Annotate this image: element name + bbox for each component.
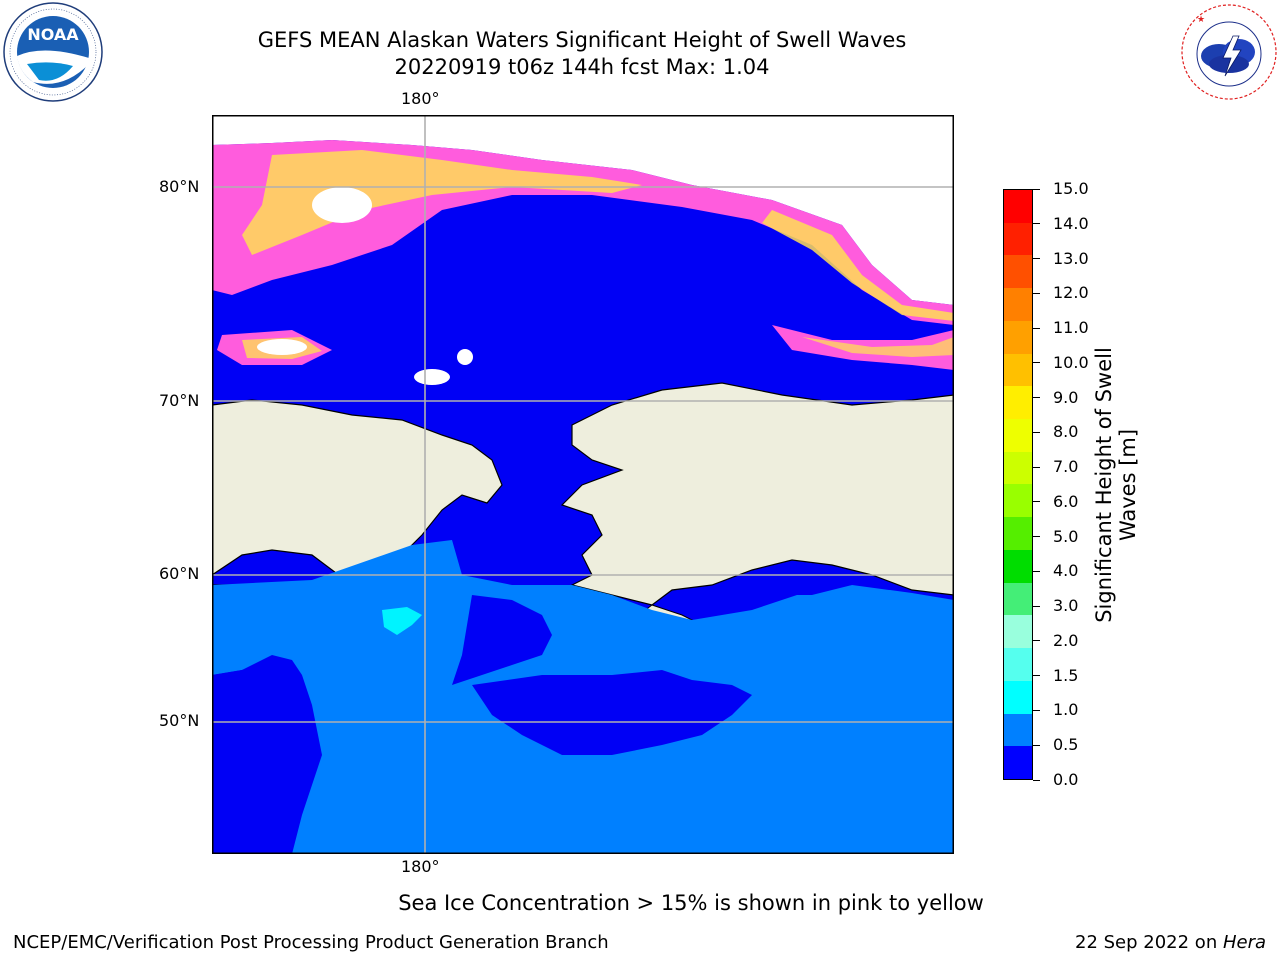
colorbar-tick-mark [1033, 223, 1040, 225]
colorbar-segment [1004, 582, 1032, 616]
plot-title: GEFS MEAN Alaskan Waters Significant Hei… [257, 28, 907, 52]
colorbar-segment [1004, 746, 1032, 779]
colorbar-tick-label: 9.0 [1053, 387, 1079, 407]
colorbar-tick-label: 1.0 [1053, 700, 1079, 720]
colorbar-tick-label: 15.0 [1053, 179, 1089, 198]
colorbar-tick-label: 2.0 [1053, 630, 1079, 650]
colorbar-tick-mark [1033, 536, 1040, 538]
colorbar-segment [1004, 222, 1032, 256]
colorbar-segment [1004, 451, 1032, 485]
footer-branch: NCEP/EMC/Verification Post Processing Pr… [13, 932, 609, 953]
colorbar-tick-mark [1033, 605, 1040, 607]
lat-label-70: 70°N [159, 391, 200, 410]
colorbar-tick-label: 0.0 [1053, 770, 1079, 789]
colorbar-tick-label: 8.0 [1053, 422, 1079, 442]
footer-date: 22 Sep 2022 on Hera [1075, 932, 1266, 953]
colorbar-segment [1004, 517, 1032, 550]
colorbar-tick-mark [1033, 431, 1040, 433]
colorbar-tick-label: 1.5 [1053, 665, 1079, 685]
swell-max-patch [382, 607, 422, 635]
colorbar-tick-label: 10.0 [1053, 352, 1089, 372]
graticule [212, 115, 954, 854]
sea-ice-caption: Sea Ice Concentration > 15% is shown in … [398, 891, 984, 915]
colorbar-tick-label: 5.0 [1053, 526, 1079, 546]
colorbar-segment [1004, 713, 1032, 747]
colorbar-tick-label: 0.5 [1053, 735, 1079, 755]
colorbar-tick-mark [1033, 570, 1040, 572]
colorbar-tick-label: 13.0 [1053, 248, 1089, 268]
colorbar-segment [1004, 419, 1032, 452]
colorbar-tick-label: 7.0 [1053, 457, 1079, 477]
colorbar-segment [1004, 190, 1032, 223]
colorbar-tick-mark [1033, 188, 1040, 190]
colorbar-tick-mark [1033, 292, 1040, 294]
svg-text:NOAA: NOAA [27, 25, 79, 44]
colorbar-segment [1004, 353, 1032, 387]
colorbar-tick-mark [1033, 709, 1040, 711]
colorbar-segment [1004, 648, 1032, 681]
svg-text:★: ★ [1197, 15, 1205, 25]
colorbar [1003, 189, 1033, 780]
colorbar-tick-mark [1033, 501, 1040, 503]
colorbar-tick-mark [1033, 466, 1040, 468]
colorbar-tick-label: 11.0 [1053, 318, 1089, 338]
lat-label-50: 50°N [159, 711, 200, 730]
colorbar-tick-label: 4.0 [1053, 561, 1079, 581]
colorbar-tick-mark [1033, 779, 1040, 781]
colorbar-tick-mark [1033, 675, 1040, 677]
colorbar-tick-mark [1033, 258, 1040, 260]
lat-label-80: 80°N [159, 177, 200, 196]
noaa-logo: NOAA [3, 2, 103, 102]
colorbar-segment [1004, 386, 1032, 420]
lon-label-top: 180° [401, 89, 440, 108]
colorbar-segment [1004, 288, 1032, 321]
lon-label-bottom: 180° [401, 857, 440, 876]
map-panel [211, 115, 955, 854]
colorbar-tick-label: 14.0 [1053, 213, 1089, 233]
colorbar-tick-mark [1033, 744, 1040, 746]
colorbar-tick-mark [1033, 327, 1040, 329]
plot-subtitle: 20220919 t06z 144h fcst Max: 1.04 [394, 55, 770, 79]
colorbar-tick-mark [1033, 362, 1040, 364]
lat-label-60: 60°N [159, 564, 200, 583]
colorbar-tick-mark [1033, 640, 1040, 642]
colorbar-segment [1004, 680, 1032, 714]
colorbar-segment [1004, 484, 1032, 518]
footer-date-text: 22 Sep 2022 on [1075, 932, 1223, 953]
colorbar-segment [1004, 615, 1032, 649]
colorbar-tick-label: 3.0 [1053, 596, 1079, 616]
nws-logo: ★ [1179, 2, 1279, 102]
colorbar-tick-mark [1033, 397, 1040, 399]
colorbar-segment [1004, 255, 1032, 289]
colorbar-tick-label: 6.0 [1053, 491, 1079, 511]
colorbar-tick-label: 12.0 [1053, 283, 1089, 303]
colorbar-segment [1004, 549, 1032, 583]
colorbar-label: Significant Height of Swell Waves [m] [1092, 347, 1140, 623]
colorbar-segment [1004, 320, 1032, 354]
footer-machine: Hera [1222, 932, 1266, 953]
